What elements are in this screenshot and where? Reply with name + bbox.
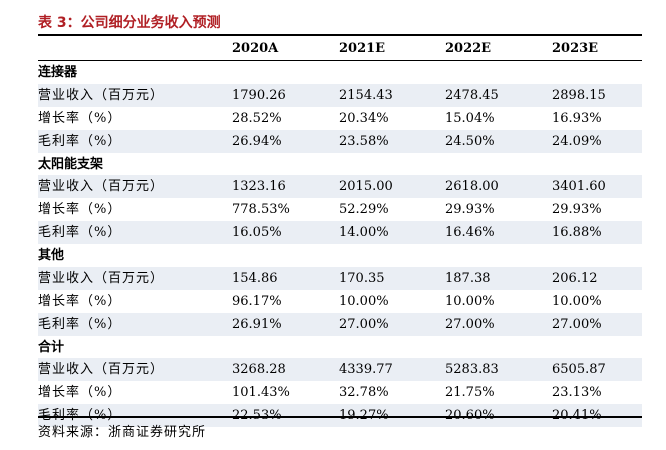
table-cell: 52.29% (339, 202, 389, 218)
row-label: 营业收入（百万元） (38, 362, 165, 378)
table-cell: 3268.28 (232, 362, 286, 378)
section-label: 其他 (38, 248, 65, 264)
table-cell: 22.53% (232, 404, 282, 427)
row-label: 增长率（%） (38, 202, 122, 218)
table-cell: 20.34% (339, 110, 389, 126)
table-row: 营业收入（百万元） 3268.28 4339.77 5283.83 6505.87 (38, 358, 642, 382)
bottom-rule (38, 416, 642, 418)
table-title: 表 3：公司细分业务收入预测 (38, 15, 221, 31)
table-row: 增长率（%） 101.43% 32.78% 21.75% 23.13% (38, 381, 642, 404)
table-row: 增长率（%） 28.52% 20.34% 15.04% 16.93% (38, 107, 642, 130)
table-row: 增长率（%） 778.53% 52.29% 29.93% 29.93% (38, 198, 642, 221)
table-cell: 10.00% (445, 293, 495, 309)
table-row: 毛利率（%） 26.94% 23.58% 24.50% 24.09% (38, 129, 642, 153)
table-cell: 16.88% (552, 225, 602, 241)
table-row: 增长率（%） 96.17% 10.00% 10.00% 10.00% (38, 290, 642, 313)
column-header-2023e: 2023E (552, 41, 599, 56)
table-cell: 1790.26 (232, 87, 286, 103)
table-cell: 27.00% (339, 316, 389, 332)
table-row: 营业收入（百万元） 154.86 170.35 187.38 206.12 (38, 266, 642, 290)
table-row: 营业收入（百万元） 1790.26 2154.43 2478.45 2898.15 (38, 83, 642, 107)
row-label: 毛利率（%） (38, 404, 121, 427)
table-cell: 206.12 (552, 270, 598, 286)
table-cell: 170.35 (339, 270, 385, 286)
table-cell: 2154.43 (339, 87, 393, 103)
header-rule (38, 60, 642, 61)
table-cell: 16.46% (445, 225, 495, 241)
section-row: 合计 (38, 336, 642, 359)
section-label: 连接器 (38, 65, 78, 80)
row-label: 营业收入（百万元） (38, 270, 165, 286)
table-cell: 15.04% (445, 110, 495, 126)
table-cell: 2618.00 (445, 179, 499, 195)
table-cell: 187.38 (445, 270, 491, 286)
table-cell: 1323.16 (232, 179, 286, 195)
table-row: 营业收入（百万元） 1323.16 2015.00 2618.00 3401.60 (38, 175, 642, 199)
table-cell: 29.93% (552, 202, 602, 218)
row-label: 增长率（%） (38, 293, 122, 309)
row-label: 毛利率（%） (38, 133, 122, 149)
table-cell: 19.27% (339, 404, 389, 427)
table-cell: 23.58% (339, 133, 389, 149)
column-header-2021e: 2021E (339, 41, 386, 56)
table-cell: 101.43% (232, 385, 290, 401)
row-label: 增长率（%） (38, 385, 122, 401)
table-cell: 2015.00 (339, 179, 393, 195)
row-label: 营业收入（百万元） (38, 179, 165, 195)
table-row: 毛利率（%） 26.91% 27.00% 27.00% 27.00% (38, 312, 642, 336)
table-cell: 16.93% (552, 110, 602, 126)
table-cell: 20.41% (552, 404, 602, 427)
table-cell: 10.00% (339, 293, 389, 309)
table-cell: 14.00% (339, 225, 389, 241)
section-label: 太阳能支架 (38, 156, 104, 172)
table-row: 毛利率（%） 22.53% 19.27% 20.60% 20.41% (38, 404, 642, 428)
table-cell: 26.91% (232, 316, 282, 332)
section-row: 太阳能支架 (38, 153, 642, 176)
table-cell: 10.00% (552, 293, 602, 309)
section-row: 连接器 (38, 61, 642, 84)
column-header-2020a: 2020A (232, 41, 279, 56)
table-cell: 23.13% (552, 385, 602, 401)
table-cell: 2478.45 (445, 87, 499, 103)
table-cell: 28.52% (232, 110, 282, 126)
row-label: 毛利率（%） (38, 225, 122, 241)
table-cell: 4339.77 (339, 362, 393, 378)
table-cell: 154.86 (232, 270, 278, 286)
section-label: 合计 (38, 339, 65, 355)
table-cell: 27.00% (552, 316, 602, 332)
table-cell: 32.78% (339, 385, 389, 401)
top-rule (38, 34, 642, 36)
table-cell: 96.17% (232, 293, 282, 309)
table-cell: 16.05% (232, 225, 282, 241)
table-cell: 24.50% (445, 133, 495, 149)
table-cell: 5283.83 (445, 362, 499, 378)
table-cell: 29.93% (445, 202, 495, 218)
table-cell: 21.75% (445, 385, 495, 401)
table-cell: 778.53% (232, 202, 290, 218)
table-cell: 24.09% (552, 133, 602, 149)
source-note: 资料来源：浙商证券研究所 (38, 425, 207, 440)
table-cell: 26.94% (232, 133, 282, 149)
table-cell: 3401.60 (552, 179, 606, 195)
section-row: 其他 (38, 244, 642, 267)
table-row: 毛利率（%） 16.05% 14.00% 16.46% 16.88% (38, 221, 642, 245)
table-cell: 6505.87 (552, 362, 606, 378)
table-cell: 2898.15 (552, 87, 606, 103)
table-cell: 27.00% (445, 316, 495, 332)
row-label: 增长率（%） (38, 110, 122, 126)
row-label: 营业收入（百万元） (38, 87, 165, 103)
row-label: 毛利率（%） (38, 316, 122, 332)
column-header-2022e: 2022E (445, 41, 492, 56)
table-cell: 20.60% (445, 404, 495, 427)
